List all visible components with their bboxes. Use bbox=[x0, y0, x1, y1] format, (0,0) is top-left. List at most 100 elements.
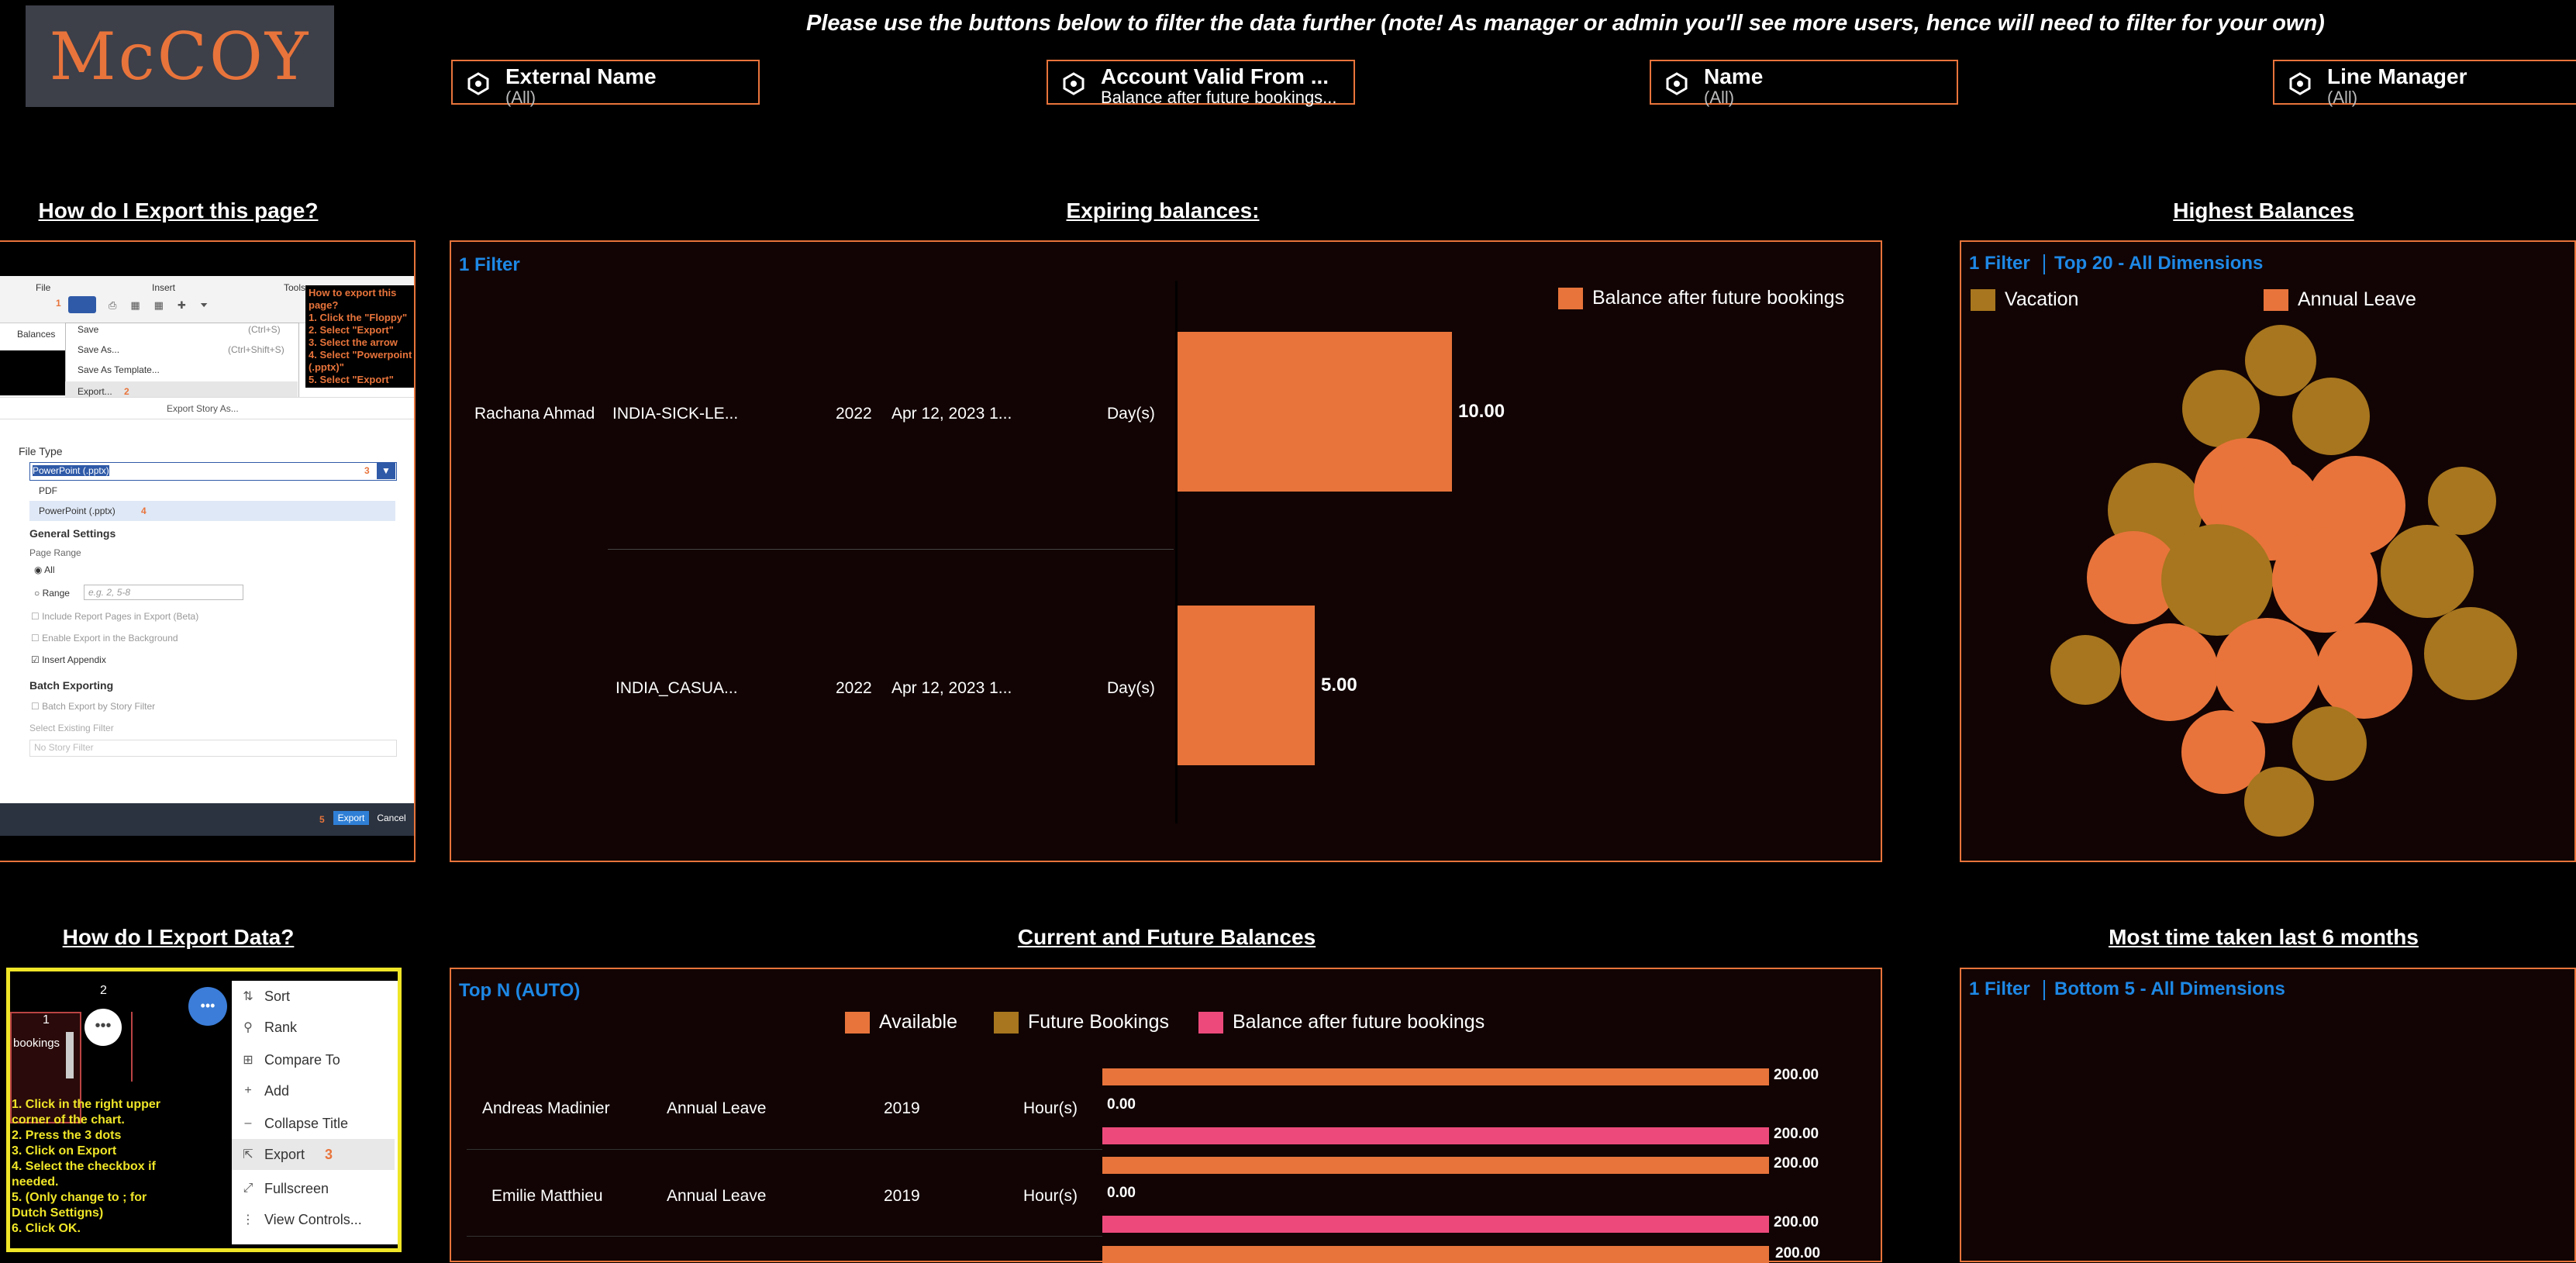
bubble[interactable] bbox=[2424, 607, 2517, 700]
legend-label: Available bbox=[879, 1011, 958, 1033]
bar[interactable] bbox=[1178, 332, 1452, 492]
dimension-icon bbox=[1666, 72, 1688, 95]
bubble[interactable] bbox=[2316, 623, 2412, 719]
check-report-pages[interactable]: ☐ Include Report Pages in Export (Beta) bbox=[31, 611, 199, 622]
row-type: Annual Leave bbox=[667, 1187, 767, 1205]
legend-balance-after: Balance after future bookings bbox=[1198, 1011, 1485, 1034]
menu-label: Collapse Title bbox=[264, 1115, 349, 1131]
dimension-icon bbox=[2289, 72, 2311, 95]
check-label: Batch Export by Story Filter bbox=[42, 701, 156, 712]
option-pdf[interactable]: PDF bbox=[39, 485, 57, 496]
bubble[interactable] bbox=[2292, 706, 2367, 781]
current-future-panel[interactable]: Top N (AUTO) Available Future Bookings B… bbox=[450, 968, 1882, 1263]
radio-all[interactable]: ◉ All bbox=[34, 564, 55, 575]
menu-export[interactable]: Export... bbox=[78, 386, 112, 397]
header-note: Please use the buttons below to filter t… bbox=[806, 11, 2325, 36]
legend-swatch bbox=[1558, 287, 1583, 309]
bubble[interactable] bbox=[2428, 467, 2496, 535]
menu-export[interactable]: ⇱ Export 3 bbox=[232, 1139, 387, 1170]
menu-save[interactable]: Save bbox=[78, 324, 99, 335]
bubble[interactable] bbox=[2272, 527, 2378, 633]
menu-label: View Controls... bbox=[264, 1211, 362, 1227]
menu-save-template[interactable]: Save As Template... bbox=[78, 364, 160, 375]
legend-label: Balance after future bookings bbox=[1233, 1011, 1485, 1033]
check-background[interactable]: ☐ Enable Export in the Background bbox=[31, 633, 178, 644]
menu-view-controls[interactable]: ⋮ View Controls... bbox=[232, 1204, 387, 1235]
row-name: Rachana Ahmad bbox=[474, 405, 595, 423]
check-batch[interactable]: ☐ Batch Export by Story Filter bbox=[31, 701, 156, 712]
bubble[interactable] bbox=[2245, 325, 2316, 396]
chevron-down-icon[interactable]: ▼ bbox=[377, 462, 395, 479]
legend: Balance after future bookings bbox=[1558, 287, 1844, 309]
menu-sort[interactable]: ⇅ Sort bbox=[232, 981, 387, 1012]
filter-line-manager[interactable]: Line Manager (All) bbox=[2273, 60, 2576, 107]
bubble[interactable] bbox=[2215, 618, 2320, 723]
bubble[interactable] bbox=[2050, 635, 2120, 705]
legend-swatch bbox=[845, 1011, 870, 1034]
bar[interactable] bbox=[1102, 1127, 1769, 1144]
range-placeholder: e.g. 2, 5-8 bbox=[88, 587, 131, 598]
bubble-chart[interactable] bbox=[1961, 242, 2574, 861]
bar[interactable] bbox=[1102, 1068, 1769, 1085]
legend-annual-leave: Annual Leave bbox=[2264, 288, 2416, 311]
filter-name[interactable]: Name (All) bbox=[1650, 60, 1958, 107]
bubble[interactable] bbox=[2121, 623, 2219, 721]
check-appendix[interactable]: ☑ Insert Appendix bbox=[31, 654, 106, 665]
bubble[interactable] bbox=[2161, 524, 2273, 636]
radio-range[interactable]: ○ Range bbox=[34, 588, 70, 599]
more-dots-icon-active[interactable]: ••• bbox=[188, 987, 227, 1026]
select-filter-label: Select Existing Filter bbox=[29, 723, 114, 733]
top-n-label[interactable]: Top N (AUTO) bbox=[459, 980, 581, 1001]
filter-select[interactable] bbox=[29, 740, 397, 757]
expiring-balances-panel[interactable]: 1 Filter Balance after future bookings R… bbox=[450, 240, 1882, 862]
radio-all-label: All bbox=[44, 564, 55, 575]
bubble[interactable] bbox=[2381, 525, 2474, 618]
range-input[interactable] bbox=[84, 585, 243, 600]
check-label: Include Report Pages in Export (Beta) bbox=[42, 611, 199, 622]
legend-vacation: Vacation bbox=[1971, 288, 2078, 311]
bubble[interactable] bbox=[2087, 531, 2180, 624]
dialog-export-button[interactable]: Export bbox=[333, 811, 369, 825]
bubble[interactable] bbox=[2182, 370, 2260, 447]
highest-balances-panel[interactable]: 1 Filter Top 20 - All Dimensions Vacatio… bbox=[1960, 240, 2576, 862]
legend-swatch bbox=[994, 1011, 1019, 1034]
section-title-highest: Highest Balances bbox=[2173, 198, 2354, 223]
menu-compare[interactable]: ⊞ Compare To bbox=[232, 1044, 387, 1075]
filter-external-name[interactable]: External Name (All) bbox=[451, 60, 760, 107]
menu-fullscreen[interactable]: ⤢ Fullscreen bbox=[232, 1173, 387, 1204]
filter-title: Line Manager bbox=[2327, 64, 2467, 88]
bottom-n-label[interactable]: Bottom 5 - All Dimensions bbox=[2054, 978, 2285, 999]
bar[interactable] bbox=[1102, 1157, 1769, 1174]
bar-value-label: 200.00 bbox=[1774, 1067, 1819, 1083]
bar-value-label: 10.00 bbox=[1458, 401, 1505, 422]
bubble[interactable] bbox=[2181, 710, 2265, 794]
bar-value-label: 0.00 bbox=[1107, 1185, 1136, 1201]
menu-add[interactable]: + Add bbox=[232, 1075, 387, 1106]
filter-count-label[interactable]: 1 Filter bbox=[1969, 978, 2030, 999]
bubble[interactable] bbox=[2244, 767, 2314, 837]
menu-save-as[interactable]: Save As... bbox=[78, 344, 120, 355]
bubble[interactable] bbox=[2292, 378, 2370, 455]
dialog-cancel-button[interactable]: Cancel bbox=[377, 813, 406, 823]
menu-collapse-title[interactable]: – Collapse Title bbox=[232, 1108, 387, 1139]
filter-title: Account Valid From ... bbox=[1101, 64, 1329, 88]
ribbon-tools: Tools bbox=[284, 282, 306, 293]
filter-count-label[interactable]: 1 Filter bbox=[459, 254, 520, 275]
batch-title: Batch Exporting bbox=[29, 679, 114, 692]
menu-rank[interactable]: ⚲ Rank bbox=[232, 1012, 387, 1043]
export-page-screenshot: File Insert Tools Balances ⎙▦▦✚⏷ Save Sa… bbox=[0, 276, 414, 836]
top-n-label[interactable]: Top 20 - All Dimensions bbox=[2054, 253, 2264, 274]
most-taken-panel[interactable]: 1 Filter Bottom 5 - All Dimensions bbox=[1960, 968, 2576, 1262]
bar[interactable] bbox=[1178, 606, 1315, 765]
option-pptx[interactable]: PowerPoint (.pptx) bbox=[39, 506, 116, 516]
compare-icon: ⊞ bbox=[243, 1054, 253, 1067]
more-dots-icon[interactable]: ••• bbox=[84, 1009, 122, 1046]
export-icon: ⇱ bbox=[243, 1148, 253, 1161]
filter-count-label[interactable]: 1 Filter bbox=[1969, 253, 2030, 274]
file-type-select[interactable] bbox=[29, 462, 397, 481]
filter-account-valid-from[interactable]: Account Valid From ... Balance after fut… bbox=[1047, 60, 1355, 107]
floppy-icon[interactable] bbox=[68, 296, 96, 313]
bar[interactable] bbox=[1102, 1216, 1769, 1233]
step-num-5: 5 bbox=[319, 814, 325, 825]
collapse-icon: – bbox=[244, 1116, 252, 1130]
